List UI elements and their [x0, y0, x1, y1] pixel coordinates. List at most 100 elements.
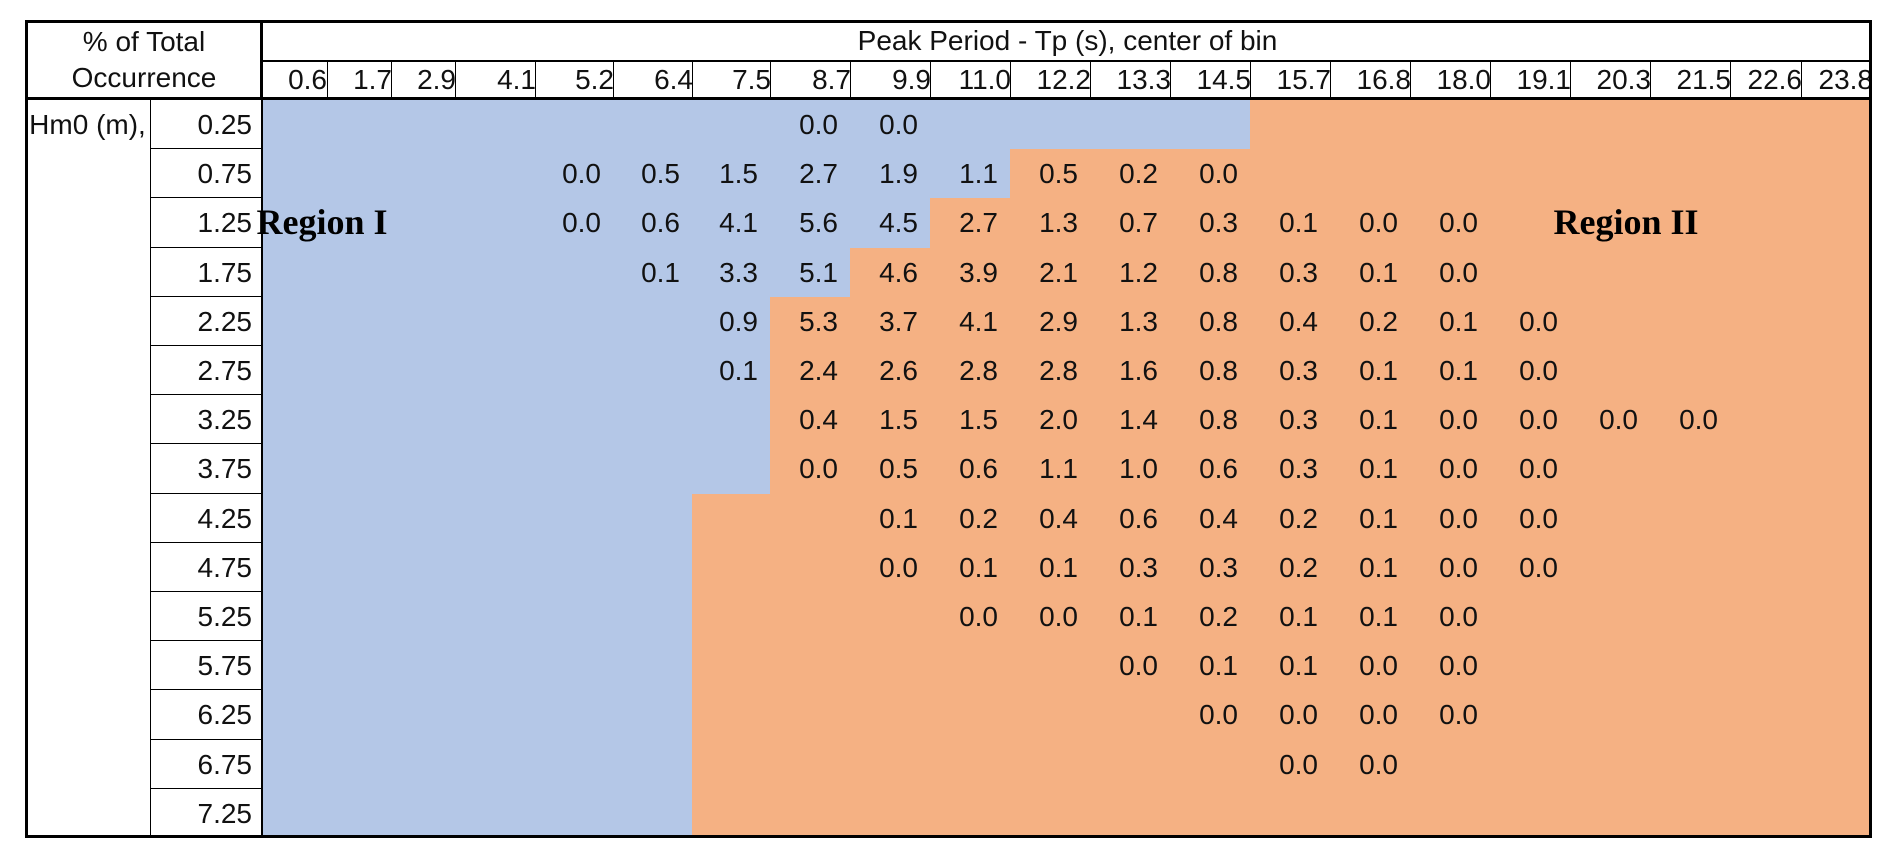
- value-cell: 0.6: [959, 453, 998, 485]
- value-cell: 1.1: [1039, 453, 1078, 485]
- row-label: 5.25: [151, 592, 261, 642]
- bin-header-cell: 13.3: [1090, 62, 1179, 97]
- value-cell: 0.5: [1039, 158, 1078, 190]
- value-cell: 0.3: [1279, 256, 1318, 288]
- value-cell: 0.0: [1279, 748, 1318, 780]
- region-ii-fill: [1010, 149, 1872, 199]
- region-i-fill: [263, 542, 692, 592]
- value-cell: 0.0: [1439, 207, 1478, 239]
- value-cell: 0.0: [1199, 158, 1238, 190]
- value-cell: 1.5: [879, 404, 918, 436]
- value-cell: 0.4: [1279, 305, 1318, 337]
- region-i-fill: [263, 788, 692, 838]
- value-cell: 0.0: [959, 601, 998, 632]
- value-cell: 0.3: [1279, 355, 1318, 386]
- value-cell: 0.0: [1359, 699, 1398, 731]
- value-cell: 4.1: [959, 305, 998, 337]
- row-label: 7.25: [197, 797, 253, 829]
- value-cell: 2.9: [1039, 305, 1078, 337]
- hm0-axis-label: Hm0 (m),: [25, 100, 150, 838]
- value-cell: 1.0: [1119, 453, 1158, 485]
- value-cell: 1.4: [1119, 404, 1158, 436]
- value-cell: 0.0: [1519, 305, 1558, 337]
- value-cell: 0.0: [1279, 699, 1318, 731]
- value-cell: 0.0: [879, 109, 918, 140]
- region-i-fill: [263, 198, 930, 248]
- value-cell: 3.9: [959, 256, 998, 288]
- bin-header-cell: 0.6: [288, 64, 327, 95]
- value-cell: 2.8: [1039, 355, 1078, 386]
- region-ii-fill: [850, 247, 1872, 297]
- value-cell: 0.0: [1359, 748, 1398, 780]
- row-label: 5.75: [151, 641, 261, 691]
- region-ii-fill: [692, 690, 1872, 740]
- value-cell: 0.8: [1199, 256, 1238, 288]
- value-cell: 0.0: [1439, 650, 1478, 682]
- value-cell: 0.0: [562, 207, 601, 239]
- region-i-label: Region I: [256, 202, 388, 243]
- region-ii-fill: [692, 542, 1872, 592]
- value-cell: 0.1: [1359, 551, 1398, 583]
- row-label: 6.75: [151, 740, 261, 789]
- value-cell: 0.3: [1119, 551, 1158, 583]
- value-cell: 1.3: [1119, 305, 1158, 337]
- value-cell: 0.5: [879, 453, 918, 485]
- region-ii-label: Region II: [1553, 202, 1699, 243]
- value-cell: 5.1: [799, 256, 838, 288]
- value-cell: 0.1: [1279, 207, 1318, 239]
- bin-header-cell: 5.2: [535, 62, 622, 97]
- value-cell: 0.8: [1199, 404, 1238, 436]
- row-label: 2.25: [151, 297, 261, 346]
- region-i-fill: [263, 100, 1250, 150]
- bin-header-cell: 23.8: [1801, 62, 1881, 97]
- row-label: 6.25: [151, 690, 261, 740]
- value-cell: 1.2: [1119, 256, 1158, 288]
- value-cell: 0.6: [1119, 502, 1158, 534]
- value-cell: 1.9: [879, 158, 918, 190]
- bin-header-cell: 4.1: [455, 62, 544, 97]
- region-ii-fill: [770, 395, 1872, 445]
- region-i-fill: [263, 641, 692, 691]
- value-cell: 0.5: [641, 158, 680, 190]
- value-cell: 0.2: [1359, 305, 1398, 337]
- region-i-fill: [263, 493, 692, 543]
- value-cell: 0.1: [1119, 601, 1158, 632]
- region-i-fill: [263, 296, 770, 346]
- value-cell: 4.5: [879, 207, 918, 239]
- value-cell: 0.8: [1199, 355, 1238, 386]
- region-ii-fill: [770, 444, 1872, 494]
- row-label: 0.75: [151, 149, 261, 199]
- bin-header-cell: 9.9: [850, 62, 939, 97]
- region-i-fill: [263, 444, 770, 494]
- value-cell: 2.4: [799, 355, 838, 386]
- value-cell: 0.2: [1199, 601, 1238, 632]
- value-cell: 0.8: [1199, 305, 1238, 337]
- value-cell: 2.8: [959, 355, 998, 386]
- value-cell: 0.0: [1679, 404, 1718, 436]
- bin-header-cell: 2.9: [391, 62, 464, 97]
- value-cell: 0.0: [879, 551, 918, 583]
- value-cell: 0.1: [1279, 650, 1318, 682]
- bin-header-row: 0.6 1.7 2.9 4.1 5.2 6.4 7.5 8.7 9.9 11.0 12.2 13.3 1…: [263, 62, 1873, 100]
- bin-header-cell: 11.0: [930, 62, 1019, 97]
- value-cell: 1.3: [1039, 207, 1078, 239]
- region-ii-fill: [930, 198, 1872, 248]
- bin-header-cell: 6.4: [613, 62, 701, 97]
- bin-header-cell: 12.2: [1010, 62, 1099, 97]
- region-ii-fill: [692, 493, 1872, 543]
- region-ii-fill: [770, 296, 1872, 346]
- bin-header-cell: 15.7: [1250, 62, 1339, 97]
- value-cell: 0.0: [1439, 404, 1478, 436]
- corner-header-cell: % of Total Occurrence: [25, 20, 263, 100]
- region-ii-fill: [692, 739, 1872, 789]
- value-cell: 1.5: [719, 158, 758, 190]
- row-label: 3.75: [151, 444, 261, 494]
- value-cell: 2.7: [799, 158, 838, 190]
- row-label: 0.25: [151, 100, 261, 150]
- bin-header-cell: 8.7: [770, 62, 859, 97]
- row-label: 4.75: [151, 543, 261, 592]
- value-cell: 0.1: [1439, 305, 1478, 337]
- value-cell: 1.1: [959, 158, 998, 190]
- value-cell: 0.2: [959, 502, 998, 534]
- value-cell: 1.5: [959, 404, 998, 436]
